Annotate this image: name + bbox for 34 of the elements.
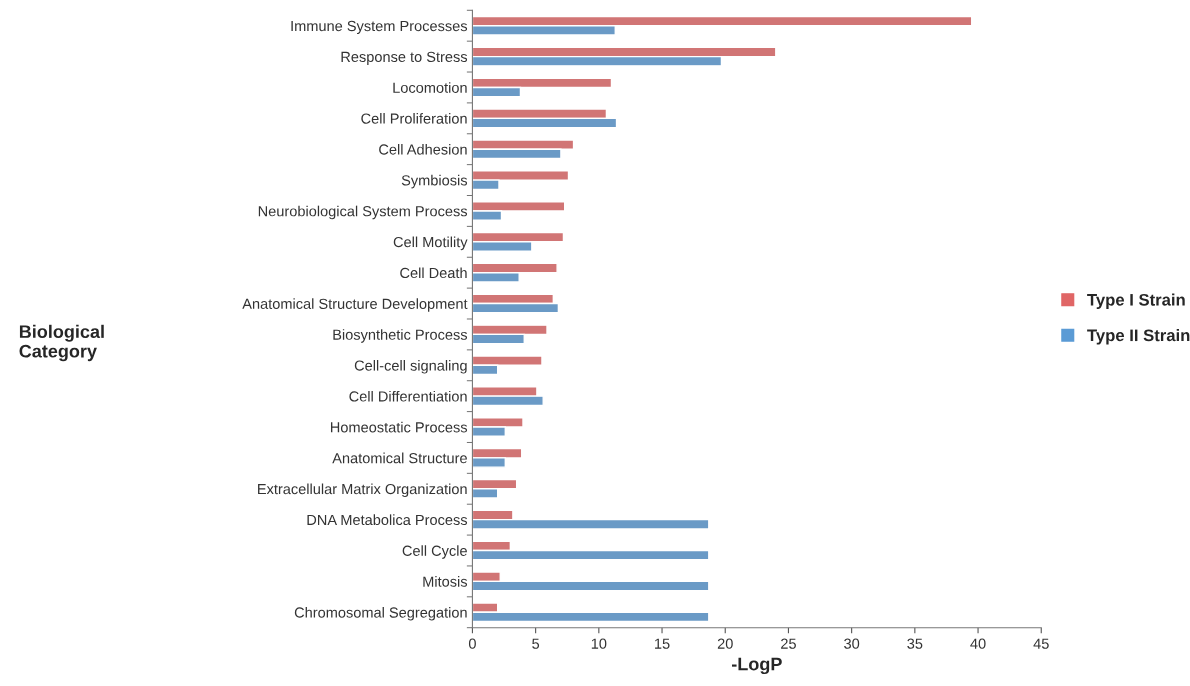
y-tick-label: Cell-cell signaling	[354, 360, 467, 374]
y-tick-label: Cell Motility	[393, 236, 468, 251]
y-tick-label: Anatomical Structure	[332, 452, 467, 464]
y-tick-label: Cell Adhesion	[379, 143, 467, 155]
x-tick-label: 35	[907, 638, 923, 649]
y-tick-label: Response to Stress	[341, 51, 468, 65]
x-tick-label: 0	[468, 638, 476, 649]
text: Biological Category	[19, 324, 104, 362]
y-tick-label: Neurobiological System Process	[258, 205, 468, 220]
x-tick-label: 40	[970, 638, 986, 649]
x-tick-label: 45	[1033, 638, 1049, 649]
x-axis-title: -LogP	[731, 657, 782, 675]
y-tick-label: DNA Metabolica Process	[307, 514, 468, 526]
y-tick-label: Extracellular Matrix Organization	[258, 483, 467, 498]
x-tick-label: 5	[532, 638, 540, 649]
x-tick-label: 30	[844, 638, 860, 649]
x-tick-label: 15	[655, 638, 670, 649]
y-tick-label: Biosynthetic Process	[333, 329, 468, 343]
x-tick-label: 20	[717, 638, 733, 649]
legend-label: Type II Strain	[1087, 328, 1190, 345]
x-tick-label: 10	[591, 638, 607, 649]
y-tick-label: Cell Differentiation	[349, 390, 467, 402]
y-tick-label: Cell Death	[400, 267, 467, 279]
y-tick-label: Cell Cycle	[402, 545, 467, 559]
y-tick-label: Mitosis	[423, 576, 468, 587]
y-tick-label: Cell Proliferation	[361, 113, 467, 124]
y-tick-label: Immune System Processes	[291, 20, 468, 35]
y-tick-label: Anatomical Structure Development	[242, 298, 468, 312]
y-tick-label: Locomotion	[393, 82, 467, 93]
y-tick-label: Symbiosis	[401, 174, 468, 189]
y-tick-label: Homeostatic Process	[330, 421, 468, 433]
y-tick-label: Chromosomal Segregation	[294, 606, 467, 621]
x-tick-label: 25	[781, 638, 796, 649]
legend-label: Type I Strain	[1087, 293, 1185, 309]
